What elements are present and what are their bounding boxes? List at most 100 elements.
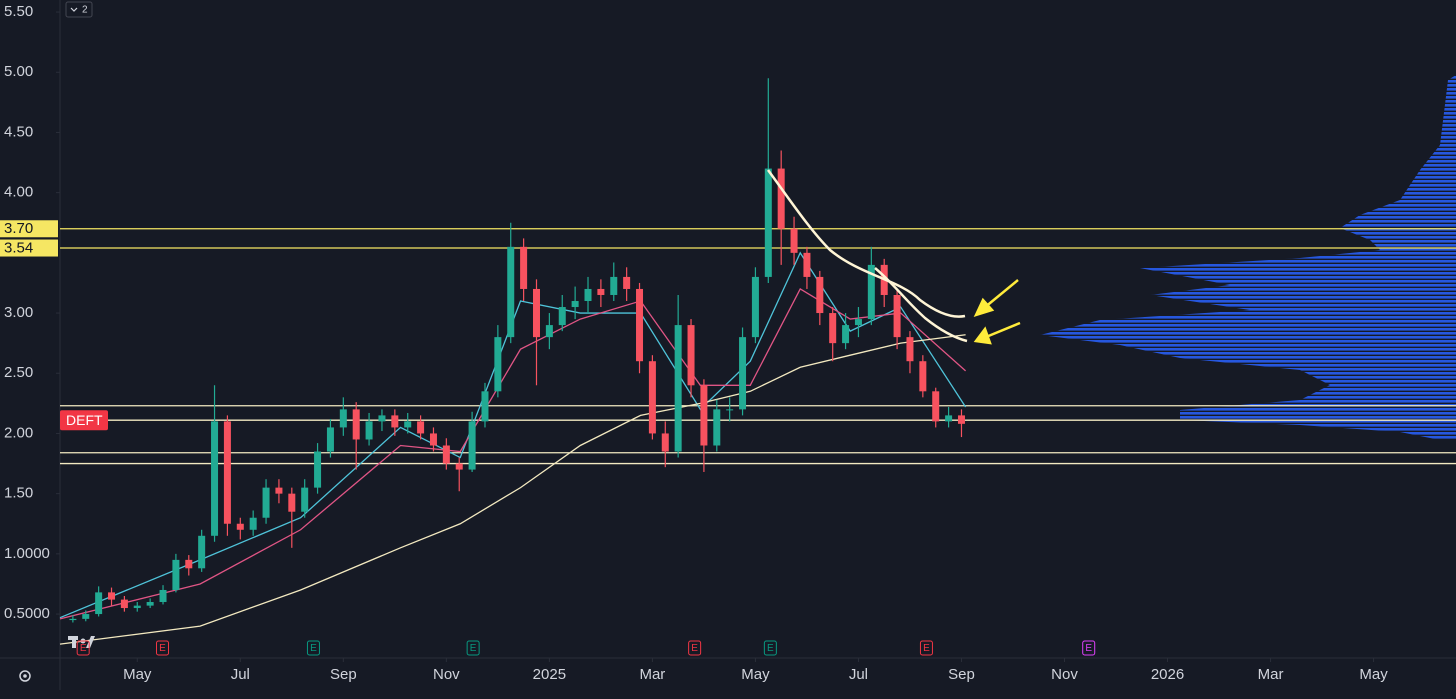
moving-average [59,251,967,619]
candle-body [288,493,296,512]
ticker-label: DEFT [66,412,103,428]
levels: 3.70 3.54 [0,220,1456,465]
y-tick-label: 0.5000 [4,605,50,622]
y-tick-label: 1.50 [4,485,33,502]
candle-body [661,433,669,452]
candle-body [571,301,579,308]
settings-icon-dot [23,674,27,678]
candle-body [275,487,283,494]
event-marker [688,640,702,656]
y-tick-label: 3.00 [4,304,33,321]
candle-body [520,246,528,289]
x-tick-label: Nov [433,666,460,683]
event-label: E [1085,643,1092,654]
candle-body [494,337,502,392]
candle-body [365,421,373,440]
candle-body [301,487,309,512]
tv-logo [68,636,95,648]
event-label: E [767,643,774,654]
candle-body [726,409,734,411]
event-marker [76,640,90,656]
candle-body [636,288,644,362]
candle-body [468,421,476,470]
x-tick-label: Mar [639,666,665,683]
indicator-badge[interactable]: 2 [65,1,93,18]
x-tick-label: May [123,666,152,683]
candle-body [442,445,450,464]
x-tick-label: May [1359,666,1388,683]
candle-body [623,276,631,289]
candle-body [339,409,347,428]
candle-body [223,421,231,524]
candle-body [777,168,785,229]
candle-body [404,421,412,428]
candle-body [790,228,798,253]
candle-body [584,288,592,302]
candle-body [185,559,193,569]
candle-body [700,385,708,446]
candle-body [816,276,824,314]
candle-body [545,325,553,338]
candle-body [507,246,515,338]
event-marker [763,640,777,656]
candle-body [236,523,244,530]
settings-icon[interactable] [19,670,31,682]
candle-body [751,276,759,338]
candle-body [854,319,862,326]
candle-body [249,517,257,530]
event-label: E [691,643,698,654]
x-tick-label: 2026 [1151,666,1184,683]
level-label-bg [0,220,58,238]
candle-body [120,599,128,609]
event-marker [156,640,170,656]
moving-averages [59,251,967,645]
candle-body [674,325,682,452]
candle-body [82,614,90,619]
x-tick-label: 2025 [533,666,566,683]
candle-body [610,276,618,295]
moving-average [59,288,967,620]
x-tick-label: Jul [231,666,250,683]
event-label: E [470,643,477,654]
candle-body [906,337,914,362]
badge-count: 2 [82,5,88,16]
candle-body [159,589,167,603]
candle-body [146,602,154,606]
candle-body [417,421,425,434]
candle-body [352,409,360,440]
y-tick-label: 4.50 [4,123,33,140]
candle-body [687,325,695,386]
candle-body [842,325,850,344]
candle-body [648,361,656,434]
candle-body [919,361,927,392]
event-marker [1082,640,1096,656]
y-tick-label: 5.00 [4,63,33,80]
candle-body [957,415,965,424]
x-tick-label: May [741,666,770,683]
candle-body [739,337,747,410]
event-marker [306,640,320,656]
trendline [874,267,968,343]
event-label: E [923,643,930,654]
trendline [766,169,966,318]
candle-body [429,433,437,446]
y-tick-label: 5.50 [4,3,33,20]
candle-body [867,264,875,320]
candle-body [108,592,116,600]
x-tick-label: Sep [330,666,357,683]
level-label-bg [0,239,58,257]
candle-body [69,618,77,621]
candle-body [378,415,386,422]
event-label: E [80,643,87,654]
candle-body [198,535,206,569]
ticker-label-bg [60,410,108,431]
event-marker [919,640,933,656]
event-marker [466,640,480,656]
candles [69,78,965,623]
candle-body [945,415,953,422]
candle-body [455,463,463,470]
candle-body [829,313,837,344]
candle-body [391,415,399,428]
candle-body [558,307,566,326]
